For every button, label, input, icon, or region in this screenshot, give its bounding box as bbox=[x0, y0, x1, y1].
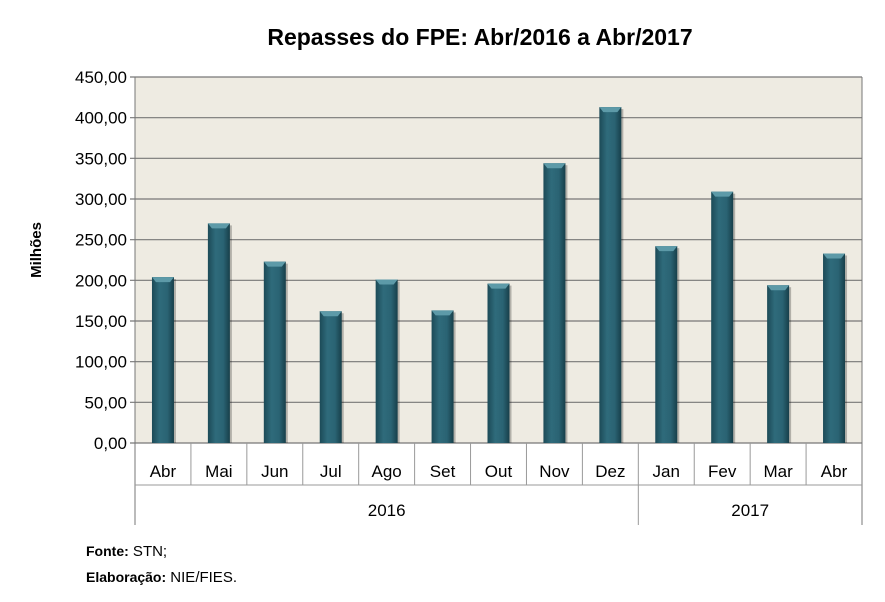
source-value: STN; bbox=[128, 543, 168, 560]
x-tick-label: Jan bbox=[653, 462, 680, 481]
x-tick-label: Out bbox=[485, 462, 513, 481]
bar-bevel bbox=[767, 285, 790, 291]
bar-bevel bbox=[319, 311, 342, 317]
credit-note: Elaboração: NIE/FIES. bbox=[86, 569, 237, 586]
bar bbox=[543, 163, 566, 444]
y-tick-label: 250,00 bbox=[75, 231, 127, 250]
chart-title: Repasses do FPE: Abr/2016 a Abr/2017 bbox=[267, 24, 692, 50]
bar bbox=[263, 261, 286, 443]
bar bbox=[599, 107, 622, 444]
bar-bevel bbox=[431, 310, 454, 316]
x-tick-label: Abr bbox=[150, 462, 177, 481]
bar bbox=[711, 191, 734, 443]
y-axis-label: Milhões bbox=[28, 222, 45, 278]
bar-bevel bbox=[823, 253, 846, 259]
y-tick-label: 300,00 bbox=[75, 190, 127, 209]
source-label: Fonte: bbox=[86, 543, 129, 559]
bar-bevel bbox=[599, 107, 622, 113]
bar-bevel bbox=[375, 279, 398, 285]
group-label: 2017 bbox=[731, 501, 769, 520]
x-tick-label: Mai bbox=[205, 462, 232, 481]
source-note: Fonte: STN; bbox=[86, 543, 167, 560]
y-tick-label: 0,00 bbox=[94, 434, 127, 453]
x-tick-label: Jun bbox=[261, 462, 288, 481]
y-tick-label: 200,00 bbox=[75, 271, 127, 290]
bar-chart: Repasses do FPE: Abr/2016 a Abr/2017 Mil… bbox=[28, 24, 863, 525]
bar bbox=[431, 310, 454, 443]
bar bbox=[823, 253, 846, 443]
y-tick-label: 150,00 bbox=[75, 312, 127, 331]
bar bbox=[767, 285, 790, 443]
x-tick-label: Ago bbox=[372, 462, 402, 481]
group-label: 2016 bbox=[368, 501, 406, 520]
y-tick-label: 50,00 bbox=[84, 393, 127, 412]
x-tick-label: Jul bbox=[320, 462, 342, 481]
bar-bevel bbox=[207, 223, 230, 229]
x-tick-label: Abr bbox=[821, 462, 848, 481]
bar-bevel bbox=[711, 191, 734, 197]
y-tick-label: 400,00 bbox=[75, 109, 127, 128]
bar bbox=[375, 279, 398, 443]
credit-value: NIE/FIES. bbox=[166, 569, 237, 586]
bar bbox=[319, 311, 342, 443]
bar-bevel bbox=[543, 163, 566, 169]
bar bbox=[207, 223, 230, 443]
bar-bevel bbox=[655, 246, 678, 252]
bar bbox=[655, 246, 678, 443]
y-tick-label: 350,00 bbox=[75, 149, 127, 168]
x-tick-label: Dez bbox=[595, 462, 625, 481]
x-tick-label: Set bbox=[430, 462, 456, 481]
y-tick-label: 100,00 bbox=[75, 353, 127, 372]
bar-bevel bbox=[263, 261, 286, 267]
x-tick-label: Mar bbox=[763, 462, 793, 481]
bar bbox=[151, 277, 174, 443]
x-tick-label: Nov bbox=[539, 462, 570, 481]
bar bbox=[487, 283, 510, 443]
bar-bevel bbox=[151, 277, 174, 283]
credit-label: Elaboração: bbox=[86, 569, 167, 585]
bar-bevel bbox=[487, 283, 510, 289]
y-tick-label: 450,00 bbox=[75, 68, 127, 87]
x-tick-label: Fev bbox=[708, 462, 737, 481]
